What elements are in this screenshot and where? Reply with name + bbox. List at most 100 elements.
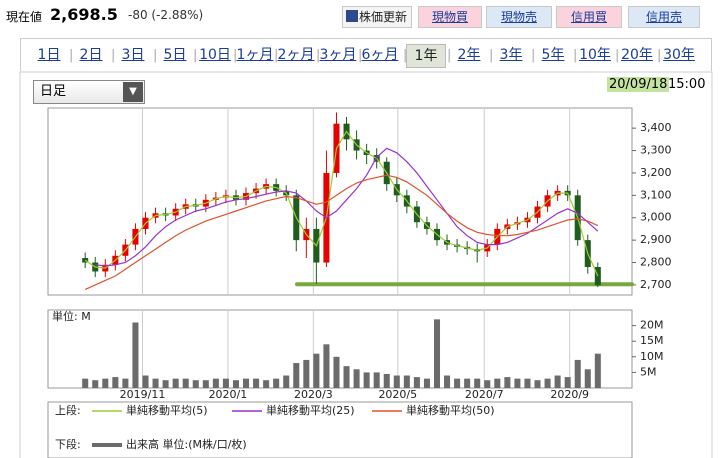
volume-bar	[222, 378, 229, 388]
period-tab[interactable]: 5年	[541, 47, 565, 63]
volume-bar	[474, 378, 481, 388]
tab-separator: |	[193, 48, 198, 63]
period-tab[interactable]: 30年	[663, 47, 695, 63]
volume-bar	[574, 359, 581, 388]
period-tab[interactable]: 10年	[579, 47, 611, 63]
period-tab[interactable]: 2日	[79, 47, 103, 63]
volume-bar	[514, 378, 521, 388]
tab-separator: |	[316, 48, 321, 63]
volume-bar	[313, 353, 320, 388]
volume-bar	[102, 378, 109, 388]
volume-bar	[433, 319, 441, 388]
action-button[interactable]: 現物売	[486, 6, 552, 28]
volume-bar	[594, 353, 601, 388]
period-tab[interactable]: 6ヶ月	[361, 47, 399, 63]
period-tab[interactable]: 3日	[121, 47, 145, 63]
volume-bar	[82, 378, 89, 388]
volume-bar	[162, 380, 169, 388]
volume-bar	[464, 378, 471, 388]
moving-average-line	[95, 147, 599, 267]
volume-bar	[423, 378, 430, 388]
tab-separator: |	[531, 48, 536, 63]
volume-bar	[504, 377, 511, 388]
period-tab[interactable]: 10日	[199, 47, 231, 63]
tab-separator: |	[657, 48, 662, 63]
tab-separator: |	[233, 48, 238, 63]
y-tick-label: 15M	[640, 334, 664, 347]
volume-bar	[92, 380, 99, 388]
legend-heading: 下段:	[55, 437, 81, 451]
period-tab[interactable]: 1年	[406, 44, 446, 68]
action-button[interactable]: 信用売	[628, 6, 700, 28]
volume-bar	[403, 375, 410, 388]
period-select[interactable]: 日足 ▼	[33, 80, 145, 104]
x-tick-label: 2020/5	[378, 388, 417, 401]
volume-bar	[343, 366, 350, 388]
volume-bar	[584, 369, 591, 388]
legend-label: 単純移動平均(25)	[266, 403, 355, 417]
volume-bar	[263, 380, 270, 388]
volume-bar	[112, 377, 119, 388]
tab-separator: |	[153, 48, 158, 63]
y-tick-label: 3,000	[640, 211, 672, 224]
x-tick-label: 2020/9	[550, 388, 589, 401]
legend-label: 出来高 単位:(M株/口/枚)	[126, 437, 247, 451]
price-label: 現在値	[6, 10, 43, 24]
volume-bar	[152, 378, 159, 388]
period-tab[interactable]: 5日	[163, 47, 187, 63]
y-tick-label: 3,100	[640, 188, 672, 201]
x-tick-label: 2020/3	[294, 388, 333, 401]
legend-label: 単純移動平均(50)	[406, 403, 495, 417]
y-tick-label: 3,300	[640, 144, 672, 157]
volume-bar	[564, 377, 571, 388]
period-tab[interactable]: 20年	[621, 47, 653, 63]
volume-bar	[444, 375, 451, 388]
volume-panel	[47, 309, 633, 389]
current-price: 2,698.5	[50, 5, 118, 24]
volume-bar	[253, 378, 260, 388]
tab-separator: |	[489, 48, 494, 63]
action-button[interactable]: 株価更新	[342, 6, 412, 28]
y-tick-label: 2,900	[640, 233, 672, 246]
volume-bar	[383, 373, 390, 388]
tab-bar	[20, 38, 712, 71]
price-panel	[47, 107, 633, 296]
volume-bar	[122, 378, 129, 388]
volume-bar	[323, 344, 330, 388]
volume-bar	[524, 378, 531, 388]
volume-bar	[363, 372, 370, 388]
period-tab[interactable]: 1ヶ月	[236, 47, 274, 63]
period-tab[interactable]: 3ヶ月	[319, 47, 357, 63]
volume-bar	[353, 369, 360, 388]
volume-bar	[303, 359, 310, 388]
volume-bar	[544, 378, 551, 388]
volume-bar	[132, 322, 139, 388]
volume-bar	[333, 356, 340, 388]
volume-bar	[212, 378, 219, 388]
tab-separator: |	[69, 48, 74, 63]
y-tick-label: 3,200	[640, 166, 672, 179]
x-tick-label: 2020/7	[465, 388, 504, 401]
tab-separator: |	[403, 48, 408, 63]
action-button[interactable]: 現物買	[418, 6, 482, 28]
volume-bar	[142, 375, 149, 388]
period-tab[interactable]: 2年	[457, 47, 481, 63]
volume-bar	[202, 380, 209, 388]
price-change: -80 (-2.88%)	[128, 8, 204, 22]
volume-bar	[192, 380, 199, 388]
dropdown-arrow[interactable]: ▼	[123, 82, 143, 102]
period-tab[interactable]: 1日	[37, 47, 61, 63]
x-tick-label: 2019/11	[120, 388, 166, 401]
legend-heading: 上段:	[55, 403, 81, 417]
action-button[interactable]: 信用買	[556, 6, 622, 28]
chart-date: 20/09/18	[607, 77, 670, 92]
volume-bar	[273, 378, 280, 388]
tab-separator: |	[111, 48, 116, 63]
legend-box	[47, 401, 633, 458]
volume-bar	[283, 375, 290, 388]
tab-separator: |	[447, 48, 452, 63]
volume-bar	[232, 380, 239, 388]
period-tab[interactable]: 2ヶ月	[277, 47, 315, 63]
period-tab[interactable]: 3年	[499, 47, 523, 63]
